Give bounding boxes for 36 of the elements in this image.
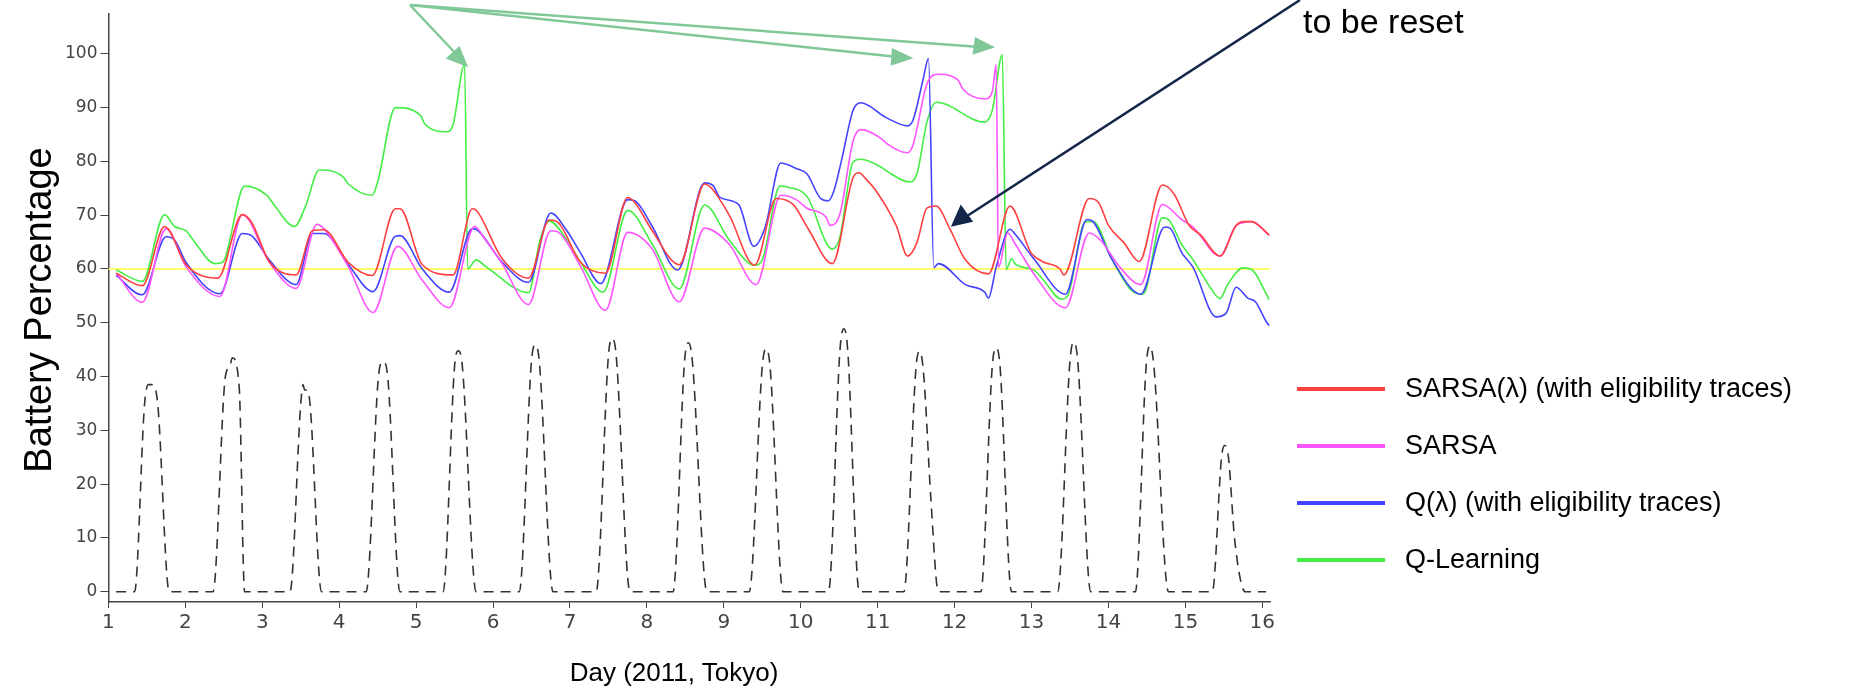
y-tick-label: 60	[75, 257, 98, 278]
line-series	[115, 171, 1270, 287]
y-tick-label: 70	[75, 203, 98, 224]
legend-label: Q(λ) (with eligibility traces)	[1405, 487, 1722, 518]
legend-label: SARSA(λ) (with eligibility traces)	[1405, 373, 1793, 404]
x-tick-label: 4	[332, 609, 346, 634]
x-tick-label: 3	[255, 609, 269, 634]
y-tick-label: 100	[64, 42, 98, 63]
y-tick-label: 0	[86, 580, 98, 601]
y-tick-label: 80	[75, 149, 98, 170]
x-tick-label: 9	[717, 609, 731, 634]
x-tick-label: 2	[179, 609, 192, 634]
y-tick-label: 90	[75, 96, 98, 117]
x-axis-title: Day (2011, Tokyo)	[569, 656, 779, 688]
x-tick-label: 13	[1018, 609, 1045, 634]
y-axis-title: Battery Percentage	[16, 147, 60, 473]
x-tick-label: 16	[1249, 609, 1276, 634]
x-tick-label: 1	[102, 609, 115, 634]
x-tick-label: 12	[941, 609, 968, 634]
y-tick-label: 50	[75, 311, 98, 332]
y-tick-label: 40	[75, 365, 98, 386]
x-tick-label: 15	[1172, 609, 1199, 634]
x-tick-label: 7	[563, 609, 577, 634]
legend-label: Q-Learning	[1405, 544, 1541, 575]
y-tick-label: 20	[75, 472, 98, 493]
y-tick-label: 10	[75, 526, 98, 547]
legend-label: SARSA	[1405, 430, 1497, 461]
line-series	[115, 327, 1267, 593]
x-tick-label: 10	[788, 609, 814, 634]
x-tick-label: 5	[409, 609, 423, 634]
text: to be reset	[1303, 2, 1464, 41]
x-tick-label: 11	[864, 609, 891, 634]
x-tick-label: 14	[1095, 609, 1122, 634]
x-tick-label: 6	[486, 609, 500, 634]
x-tick-label: 8	[640, 609, 654, 634]
y-tick-label: 30	[75, 418, 98, 439]
